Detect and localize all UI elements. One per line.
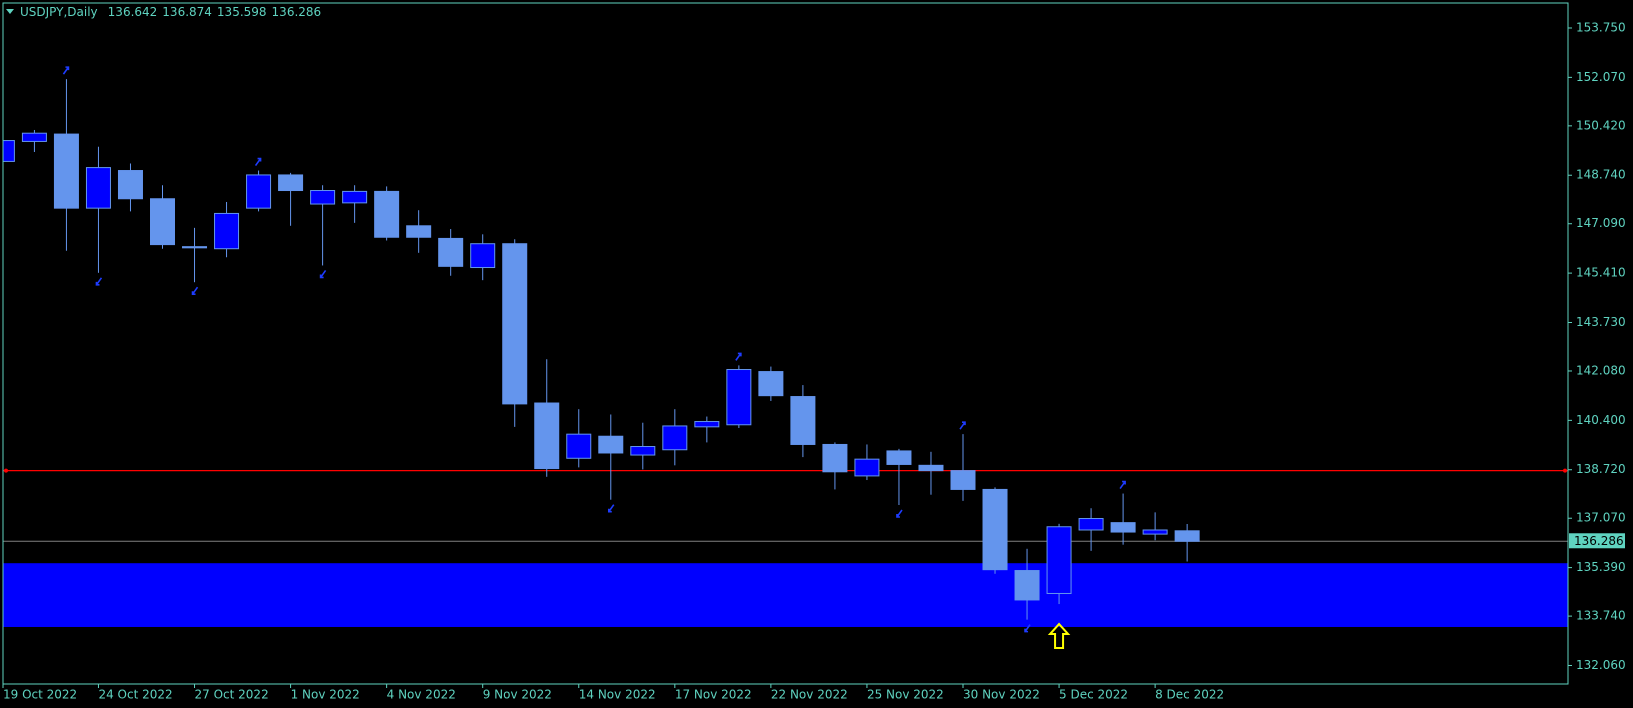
x-tick-label: 4 Nov 2022 [387,688,456,702]
bull-candle [630,446,656,456]
y-tick-label: 152.070 [1576,70,1626,84]
x-tick-label: 24 Oct 2022 [98,688,172,702]
bull-candle [566,433,592,459]
x-tick-label: 27 Oct 2022 [195,688,269,702]
plot-frame [2,2,1569,685]
y-tick-label: 138.720 [1576,462,1626,476]
header-high: 136.874 [162,5,212,19]
y-tick-label: 137.070 [1576,511,1626,525]
bull-candle [726,369,752,426]
y-tick-label: 133.740 [1576,609,1626,623]
bull-candle [694,421,720,428]
fractal-down [191,286,199,296]
symbol-title: USDJPY,Daily [20,5,98,19]
fractal-up [1119,480,1126,490]
header-low: 135.598 [217,5,267,19]
bear-candle [758,371,784,397]
bear-candle [886,450,912,465]
fractal-down [319,270,327,279]
plot-area [3,66,1568,650]
x-tick-label: 19 Oct 2022 [3,688,77,702]
bear-candle [822,443,848,473]
bull-candle [21,132,47,142]
bull-candle [85,167,111,209]
bear-candle [1014,570,1040,601]
bull-candle [470,243,496,269]
y-tick-label: 145.410 [1576,266,1626,280]
fractal-down [896,509,903,518]
bear-candle [406,225,432,238]
price-label: 136.286 [1574,534,1624,548]
bear-candle [150,198,175,246]
bear-candle [278,174,304,192]
x-tick-label: 1 Nov 2022 [291,688,360,702]
fractal-up [254,157,262,166]
bull-candle [246,174,272,209]
y-tick-label: 142.080 [1576,363,1626,377]
y-tick-label: 135.390 [1576,560,1626,574]
bear-candle [502,243,528,405]
bear-candle [534,402,560,470]
zone [3,563,1568,627]
x-tick-label: 5 Dec 2022 [1059,688,1128,702]
x-tick-label: 8 Dec 2022 [1155,688,1224,702]
bear-candle [438,237,464,267]
x-tick-label: 22 Nov 2022 [771,688,848,702]
bear-candle [1174,530,1200,542]
bull-candle [662,425,688,451]
y-tick-label: 147.090 [1576,216,1626,230]
x-tick-label: 30 Nov 2022 [963,688,1040,702]
line-handle [1563,468,1567,473]
bull-candle [1078,518,1104,531]
bull-candle [1046,526,1072,594]
bear-candle [790,396,816,445]
bear-candle [117,170,143,200]
bear-candle [918,464,944,472]
bull-candle [3,140,15,162]
bear-candle [950,470,976,490]
bear-candle [182,246,208,249]
x-tick-label: 14 Nov 2022 [579,688,656,702]
bear-candle [1110,522,1136,533]
bull-candle [342,190,368,204]
y-tick-label: 143.730 [1576,315,1626,329]
fractal-down [1024,624,1031,633]
fractal-down [95,277,103,286]
x-tick-label: 25 Nov 2022 [867,688,944,702]
signal-arrow [1047,622,1071,650]
bull-candle [1142,529,1168,535]
price-label-box [1569,533,1625,549]
y-tick-label: 150.420 [1576,118,1626,132]
y-tick-label: 148.740 [1576,168,1626,182]
bear-candle [374,190,400,238]
bull-candle [854,458,880,477]
x-tick-label: 9 Nov 2022 [483,688,552,702]
y-tick-label: 153.750 [1576,20,1626,34]
header-open: 136.642 [108,5,158,19]
header-close: 136.286 [272,5,322,19]
chart-header: USDJPY,Daily 136.642 136.874 135.598 136.286 [20,5,321,19]
bear-candle [598,435,624,454]
fractal-up [735,352,742,361]
collapse-toggle[interactable] [6,9,14,14]
fractal-up [62,66,70,75]
x-tick-label: 17 Nov 2022 [675,688,752,702]
y-tick-label: 132.060 [1576,658,1626,672]
fractal-up [959,421,966,430]
bear-candle [53,133,79,209]
bull-candle [214,212,240,250]
line-handle [4,468,8,473]
y-tick-label: 140.400 [1576,413,1626,427]
bear-candle [982,488,1008,571]
fractal-down [607,504,615,513]
bull-candle [310,190,336,205]
